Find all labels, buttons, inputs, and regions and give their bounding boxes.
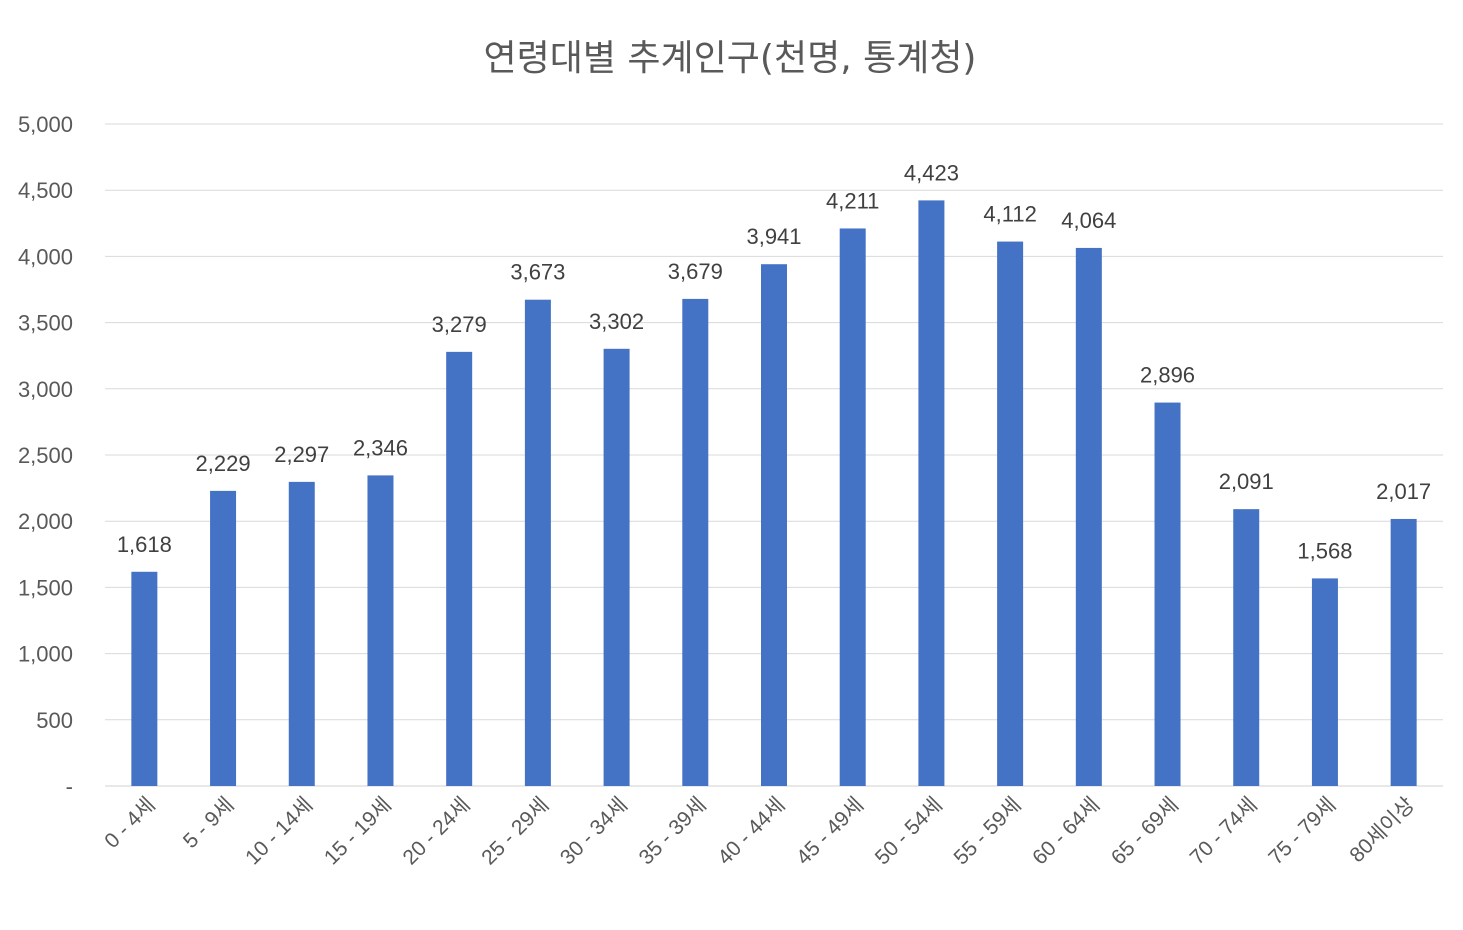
bar (524, 299, 551, 786)
x-tick-label: 50 - 54세 (871, 793, 947, 869)
x-tick-label: 30 - 34세 (556, 793, 632, 869)
x-tick-label: 35 - 39세 (635, 793, 711, 869)
bar (367, 475, 394, 786)
x-tick-label: 0 - 4세 (100, 793, 160, 853)
bar (1311, 578, 1338, 786)
x-tick-label: 15 - 19세 (320, 793, 396, 869)
data-label: 4,423 (904, 160, 959, 185)
bar (1154, 402, 1181, 786)
data-label: 3,673 (510, 260, 565, 285)
data-label: 3,279 (432, 312, 487, 337)
y-tick-label: 500 (36, 708, 73, 733)
x-tick-label: 55 - 59세 (949, 793, 1025, 869)
y-axis-ticks: - 500 1,000 1,500 2,000 2,500 3,000 3,500 4,000 4… (18, 112, 73, 799)
x-tick-label: 45 - 49세 (792, 793, 868, 869)
bar (210, 490, 237, 786)
bar (288, 481, 315, 786)
bar (446, 351, 473, 786)
y-tick-label: - (66, 774, 73, 799)
bar (1390, 518, 1417, 786)
bar (918, 200, 945, 787)
data-label: 2,896 (1140, 363, 1195, 388)
data-label: 3,679 (668, 259, 723, 284)
data-label: 4,211 (826, 188, 879, 213)
data-label: 2,229 (196, 451, 251, 476)
y-tick-label: 4,500 (18, 178, 73, 203)
data-labels: 1,618 2,229 2,297 2,346 3,279 3,673 3,302 3,679… (117, 160, 1431, 563)
bar (131, 571, 158, 786)
y-tick-label: 3,500 (18, 311, 73, 336)
bar (997, 241, 1024, 787)
data-label: 2,346 (353, 435, 408, 460)
y-tick-label: 2,000 (18, 509, 73, 534)
data-label: 3,941 (746, 224, 801, 249)
x-tick-label: 80세이상 (1345, 793, 1419, 867)
chart-title: 연령대별 추계인구(천명, 통계청) (484, 38, 977, 79)
x-tick-label: 25 - 29세 (477, 793, 553, 869)
data-label: 4,064 (1061, 208, 1116, 233)
y-tick-label: 2,500 (18, 443, 73, 468)
x-axis-ticks: 0 - 4세 5 - 9세 10 - 14세 15 - 19세 20 - 24세 25 -… (100, 793, 1419, 869)
data-label: 2,091 (1219, 469, 1274, 494)
y-tick-label: 5,000 (18, 112, 73, 137)
x-tick-label: 40 - 44세 (713, 793, 789, 869)
x-tick-label: 20 - 24세 (399, 793, 475, 869)
y-tick-label: 1,000 (18, 642, 73, 667)
bar (603, 348, 630, 786)
x-tick-label: 5 - 9세 (179, 793, 239, 853)
bar (682, 298, 709, 786)
data-label: 1,618 (117, 532, 172, 557)
data-label: 1,568 (1297, 538, 1352, 563)
x-tick-label: 10 - 14세 (241, 793, 317, 869)
x-tick-label: 65 - 69세 (1107, 793, 1183, 869)
bar (1075, 247, 1102, 787)
y-tick-label: 4,000 (18, 244, 73, 269)
y-tick-label: 3,000 (18, 377, 73, 402)
x-tick-label: 70 - 74세 (1186, 793, 1262, 869)
bars (131, 200, 1417, 787)
bar (761, 264, 787, 786)
bar (1233, 509, 1260, 786)
bar (839, 228, 866, 786)
y-tick-label: 1,500 (18, 575, 73, 600)
data-label: 2,017 (1376, 479, 1431, 504)
data-label: 3,302 (589, 309, 644, 334)
data-label: 4,112 (983, 202, 1036, 227)
data-label: 2,297 (274, 442, 329, 467)
x-tick-label: 60 - 64세 (1028, 793, 1104, 869)
x-tick-label: 75 - 79세 (1264, 793, 1340, 869)
